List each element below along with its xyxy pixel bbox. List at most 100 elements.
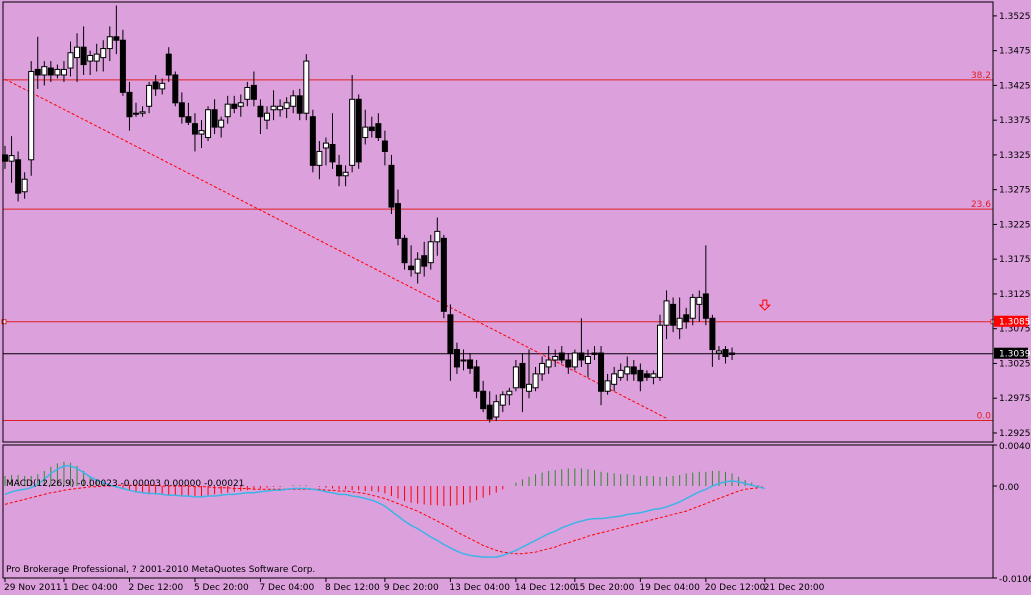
macd-y-tick-label: -0.01061 — [999, 575, 1031, 585]
trendline[interactable] — [4, 78, 667, 419]
candle — [545, 346, 552, 374]
level-price-badge-label: 1.3085 — [999, 318, 1031, 328]
x-tick-label: 19 Dec 04:00 — [639, 583, 700, 593]
x-tick-label: 7 Dec 04:00 — [259, 583, 314, 593]
fib-level-label: 0.0 — [977, 411, 992, 421]
candle — [270, 90, 277, 121]
arrow-down-icon[interactable] — [758, 299, 772, 311]
candle — [650, 370, 657, 385]
candle — [329, 113, 336, 169]
y-tick-label: 1.2925 — [999, 429, 1031, 439]
candle — [257, 99, 264, 135]
candle — [146, 81, 153, 114]
candle — [722, 346, 729, 364]
candle — [558, 346, 565, 364]
candle — [440, 234, 447, 319]
candle — [191, 113, 198, 152]
candle — [388, 154, 395, 215]
candle — [657, 314, 663, 381]
candle — [519, 353, 526, 413]
candle — [100, 40, 107, 72]
candle — [322, 137, 329, 166]
candle — [506, 387, 513, 406]
candle — [21, 172, 28, 199]
candle — [643, 370, 650, 381]
candle — [362, 109, 369, 145]
x-tick-label: 21 Dec 20:00 — [764, 583, 825, 593]
x-tick-label: 8 Dec 12:00 — [325, 583, 380, 593]
candle — [283, 97, 290, 119]
candle — [87, 50, 94, 75]
candle — [565, 353, 572, 374]
candle — [729, 347, 736, 360]
candle — [211, 99, 218, 135]
candle — [342, 165, 349, 187]
candle — [539, 356, 546, 381]
macd-signal-line — [4, 484, 765, 555]
candle — [185, 102, 192, 126]
candle — [336, 154, 343, 187]
candle — [493, 394, 500, 422]
candle — [591, 346, 598, 360]
candle — [598, 346, 605, 406]
candle — [499, 391, 506, 413]
y-tick-label: 1.3425 — [999, 81, 1031, 91]
candle — [512, 359, 519, 392]
x-tick-label: 2 Dec 12:00 — [128, 583, 183, 593]
candle — [277, 99, 284, 117]
x-tick-label: 13 Dec 04:00 — [449, 583, 510, 593]
copyright-text: Pro Brokerage Professional, ? 2001-2010 … — [6, 565, 315, 575]
candle — [578, 318, 585, 367]
candle — [28, 61, 35, 176]
candle — [113, 5, 120, 55]
candle — [584, 349, 591, 378]
candle — [453, 342, 460, 374]
y-tick-label: 1.3025 — [999, 359, 1031, 369]
candle — [617, 363, 624, 381]
candle — [473, 359, 480, 399]
y-tick-label: 1.3125 — [999, 290, 1031, 300]
candle — [427, 234, 434, 270]
candle — [676, 297, 683, 340]
candle — [80, 26, 87, 75]
candle — [683, 307, 690, 329]
candle — [421, 241, 428, 277]
candle — [486, 391, 493, 423]
candle — [401, 234, 408, 270]
candle — [375, 113, 382, 142]
candle — [670, 297, 677, 333]
candle — [715, 346, 722, 360]
candle — [165, 47, 172, 82]
candle — [159, 78, 166, 95]
candle — [709, 314, 716, 367]
price-panel-frame — [2, 1, 994, 443]
candle — [395, 189, 401, 246]
candle — [309, 109, 316, 173]
candle — [480, 380, 487, 413]
y-tick-label: 1.3325 — [999, 151, 1031, 161]
level-handle-left[interactable] — [1, 319, 7, 325]
y-tick-label: 1.3075 — [999, 325, 1031, 335]
macd-y-tick-label: 0.00401 — [999, 442, 1031, 452]
candle — [152, 74, 159, 96]
x-tick-label: 15 Dec 20:00 — [574, 583, 635, 593]
macd-title: MACD(12,26,9) -0.00023 -0.00003 0.00000 … — [6, 479, 244, 489]
candle — [604, 373, 611, 395]
candle — [630, 359, 637, 381]
candle — [218, 116, 225, 138]
current-price-badge — [994, 347, 1028, 359]
candle — [637, 363, 644, 392]
x-tick-label: 9 Dec 20:00 — [384, 583, 439, 593]
candle — [355, 94, 362, 169]
candle — [467, 353, 474, 374]
candle — [34, 36, 41, 89]
y-tick-label: 1.3475 — [999, 47, 1031, 57]
candle — [526, 349, 532, 399]
candle — [408, 245, 415, 277]
candle — [119, 29, 126, 96]
candle — [689, 293, 696, 326]
candle — [47, 61, 54, 82]
candle — [126, 81, 133, 131]
